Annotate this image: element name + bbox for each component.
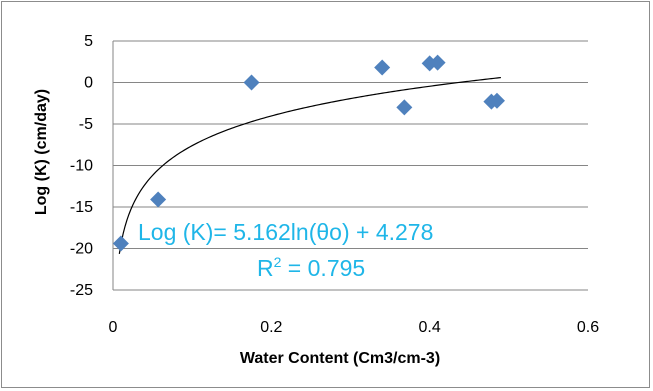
y-tick-label-6: -25 [70, 282, 93, 299]
x-axis-title: Water Content (Cm3/cm-3) [240, 350, 440, 367]
r-squared-prefix: R [257, 255, 274, 281]
x-tick-label-2: 0.4 [419, 319, 441, 336]
y-tick-label-4: -15 [70, 199, 93, 216]
data-points [112, 54, 505, 252]
y-tick-labels: 5 0 -5 -10 -15 -20 -25 [70, 33, 93, 299]
x-tick-label-0: 0 [109, 319, 118, 336]
data-point-8 [488, 92, 505, 109]
y-tick-label-1: 0 [84, 75, 93, 92]
x-tick-label-3: 0.6 [577, 319, 599, 336]
y-tick-label-2: -5 [79, 116, 93, 133]
data-point-1 [150, 191, 167, 208]
data-point-4 [396, 99, 413, 116]
data-point-6 [429, 54, 446, 71]
r-squared-value: = 0.795 [281, 255, 365, 281]
data-point-3 [374, 59, 391, 76]
y-tick-label-0: 5 [84, 33, 93, 50]
x-tick-label-1: 0.2 [260, 319, 282, 336]
data-point-0 [112, 235, 129, 252]
y-tick-label-3: -10 [70, 158, 93, 175]
gridlines [113, 40, 588, 291]
x-tick-labels: 0 0.2 0.4 0.6 [109, 319, 600, 336]
r-squared-superscript: 2 [274, 254, 282, 270]
regression-equation: Log (K)= 5.162ln(θo) + 4.278 [138, 219, 433, 245]
y-tick-label-5: -20 [70, 241, 93, 258]
r-squared-label: R2 = 0.795 [257, 254, 365, 281]
data-point-2 [243, 74, 260, 91]
y-axis-title: Log (K) (cm/day) [33, 89, 50, 215]
trendline [118, 76, 501, 254]
